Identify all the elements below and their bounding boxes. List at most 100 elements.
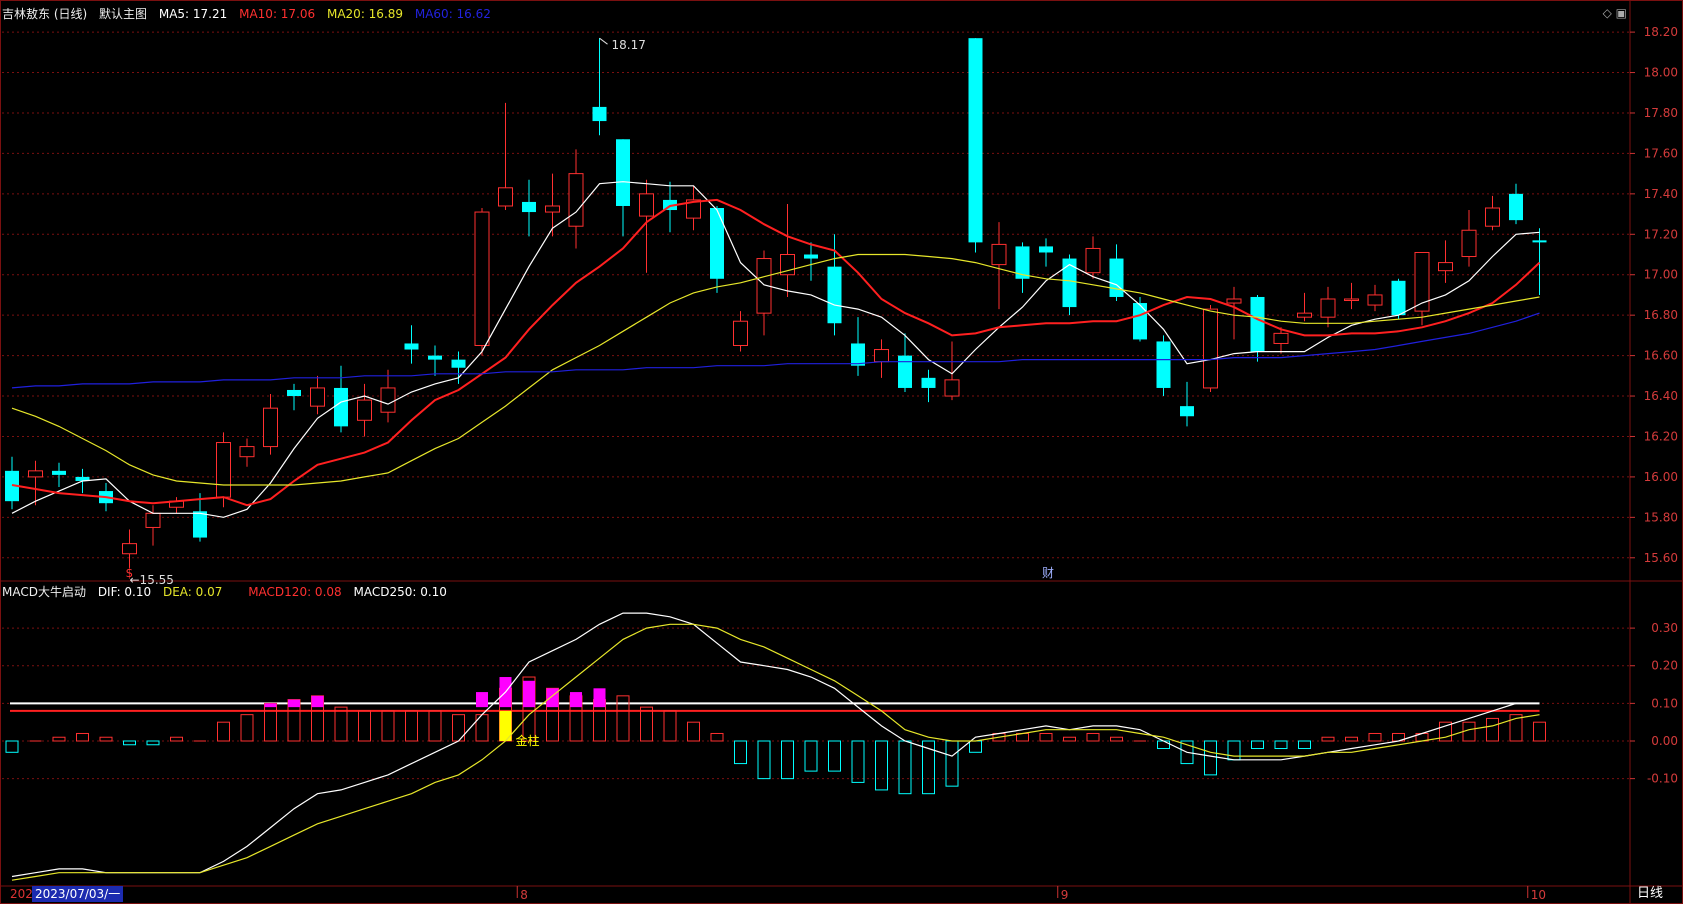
candle xyxy=(5,456,19,510)
candle xyxy=(1180,381,1194,427)
macd-highlight-bar xyxy=(546,688,559,708)
candle-body xyxy=(851,343,865,366)
candle xyxy=(498,102,513,211)
candle-body xyxy=(1203,308,1218,389)
candle xyxy=(357,383,372,437)
gold-bar-label: 金柱 xyxy=(516,733,540,748)
macd-y-tick-label: 0.30 xyxy=(1651,621,1678,635)
chart-tool-icons[interactable]: ◇ ▣ xyxy=(1602,6,1627,20)
ma5-value: MA5: 17.21 xyxy=(158,7,228,21)
candle-body xyxy=(122,543,137,555)
candle-body xyxy=(52,470,66,475)
macd-histogram-bar xyxy=(123,740,136,746)
macd-histogram-bar xyxy=(5,740,19,753)
candle xyxy=(545,173,560,237)
macd-histogram-bar xyxy=(99,736,113,742)
candle-body xyxy=(944,379,960,397)
macd-histogram-bar xyxy=(616,695,630,742)
main-y-tick-label: 17.00 xyxy=(1644,268,1678,282)
macd-histogram-bar xyxy=(1157,740,1170,750)
candle xyxy=(216,432,231,508)
candle xyxy=(1297,292,1312,322)
dea-value: DEA: 0.07 xyxy=(162,585,223,599)
candle-body xyxy=(1297,312,1312,318)
macd-highlight-bar xyxy=(311,695,324,708)
macd-histogram-bar xyxy=(1509,714,1523,742)
candle-body xyxy=(1414,251,1430,312)
main-y-tick-label: 17.20 xyxy=(1644,227,1678,241)
macd-line-dea xyxy=(11,623,1540,881)
x-month-label: 10 xyxy=(1531,888,1546,902)
candle-body xyxy=(1085,247,1101,274)
candle xyxy=(1485,195,1500,231)
candle xyxy=(404,325,419,364)
candle-body xyxy=(193,511,207,538)
period-label[interactable]: 日线 xyxy=(1636,886,1663,901)
candle xyxy=(568,149,584,249)
dif-value: DIF: 0.10 xyxy=(97,585,152,599)
candle-body xyxy=(1391,280,1406,316)
macd-histogram-bar xyxy=(969,740,982,753)
gold-bar xyxy=(499,710,512,741)
cursor-date: 2023/07/03/一 xyxy=(32,886,124,902)
candle xyxy=(1344,282,1359,310)
candle-body xyxy=(756,258,772,314)
macd-header: MACD大牛启动 DIF: 0.10 DEA: 0.07 MACD120: 0.… xyxy=(2,583,455,600)
candle-body xyxy=(451,359,466,368)
candle xyxy=(334,365,348,433)
macd-histogram-bar xyxy=(663,710,677,742)
main-indicator-title[interactable]: 默认主图 xyxy=(99,7,148,21)
candle-body xyxy=(334,387,348,427)
main-y-tick-label: 16.00 xyxy=(1644,470,1678,484)
main-y-tick-label: 17.80 xyxy=(1644,106,1678,120)
candle xyxy=(1273,327,1289,354)
candle xyxy=(991,222,1007,310)
main-y-tick-label: 15.60 xyxy=(1644,551,1678,565)
candle xyxy=(1203,305,1218,392)
macd-histogram-bar xyxy=(710,732,724,742)
stock-title[interactable]: 吉林敖东 (日线) xyxy=(2,7,88,21)
candle xyxy=(1367,284,1383,312)
main-y-tick-label: 16.20 xyxy=(1644,429,1678,443)
date-prefix: 202 xyxy=(10,887,33,901)
candle-body xyxy=(428,355,442,360)
macd-y-tick-label: -0.10 xyxy=(1647,772,1678,786)
candle-body xyxy=(287,389,301,397)
candle-body xyxy=(592,106,607,122)
macd-histogram-bar xyxy=(405,710,418,742)
candle xyxy=(898,333,912,392)
candle xyxy=(756,250,772,336)
candle xyxy=(780,203,795,297)
low-price-label: ←15.55 xyxy=(130,573,174,587)
candle xyxy=(122,529,137,568)
candle-body xyxy=(498,187,513,207)
candle-body xyxy=(710,208,724,279)
candle xyxy=(169,497,184,514)
event-marker: 财 xyxy=(1042,566,1054,580)
macd-y-tick-label: 0.00 xyxy=(1651,734,1678,748)
candle xyxy=(1109,244,1124,302)
macd-histogram-bar xyxy=(1039,732,1053,742)
candle-body xyxy=(380,387,396,413)
macd-title[interactable]: MACD大牛启动 xyxy=(2,585,86,599)
candle xyxy=(287,383,301,411)
ma60-value: MA60: 16.62 xyxy=(414,7,491,21)
macd-histogram-bar xyxy=(781,740,794,780)
macd-histogram-bar xyxy=(734,740,747,765)
macd-histogram-bar xyxy=(1321,736,1335,742)
x-month-label: 9 xyxy=(1061,888,1069,902)
candle xyxy=(1226,286,1242,340)
candle-body xyxy=(1438,262,1453,272)
macd-histogram-bar xyxy=(1298,740,1311,750)
candle-body xyxy=(1015,246,1030,279)
macd-histogram-bar xyxy=(851,740,865,783)
candle-body xyxy=(545,205,560,213)
candle-body xyxy=(898,355,912,388)
candle-body xyxy=(357,399,372,421)
macd-histogram-bar xyxy=(1345,736,1358,742)
ma-line-ma10 xyxy=(11,198,1541,507)
ma-line-ma5 xyxy=(11,181,1540,518)
macd-histogram-bar xyxy=(264,702,277,742)
main-y-tick-label: 17.60 xyxy=(1644,146,1678,160)
candle xyxy=(710,205,724,293)
